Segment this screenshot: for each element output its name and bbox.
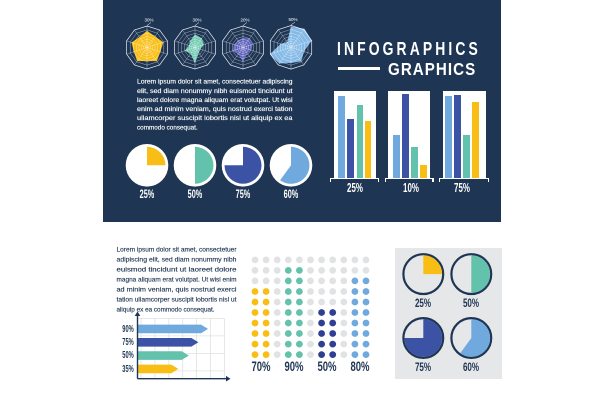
svg-text:adipiscing elit, sed diam nonu: adipiscing elit, sed diam nonummy nibh	[117, 256, 237, 263]
svg-text:20%: 20%	[240, 18, 249, 23]
svg-text:Lorem ipsum dolor sit amet, co: Lorem ipsum dolor sit amet, consectetuer	[117, 246, 237, 253]
svg-text:laoreet dolore magna aliquam e: laoreet dolore magna aliquam erat volutp…	[137, 97, 293, 104]
svg-text:commodo consequat.: commodo consequat.	[137, 124, 198, 131]
svg-text:Lorem ipsum dolor sit amet, co: Lorem ipsum dolor sit amet, consectetuer…	[137, 79, 293, 86]
svg-text:ullamcorper suscipit lobortis: ullamcorper suscipit lobortis nisl ut al…	[137, 115, 293, 122]
svg-text:euismod tincidunt ut laoreet d: euismod tincidunt ut laoreet dolore	[117, 266, 238, 273]
svg-text:50%: 50%	[288, 17, 297, 22]
svg-text:ad minim veniam, quis nostrud: ad minim veniam, quis nostrud exerci	[117, 286, 237, 293]
svg-text:magna aliquam erat volutpat. U: magna aliquam erat volutpat. Ut wisi eni…	[117, 276, 237, 283]
svg-text:30%: 30%	[144, 18, 153, 23]
svg-text:elit, sed diam nonummy nibh eu: elit, sed diam nonummy nibh euismod tinc…	[137, 88, 293, 95]
svg-text:30%: 30%	[192, 18, 201, 23]
svg-text:enim ad minim veniam, quis nos: enim ad minim veniam, quis nostrud exerc…	[137, 106, 293, 113]
svg-text:tation ullamcorper suscipit lo: tation ullamcorper suscipit lobortis nis…	[117, 296, 237, 303]
svg-text:aliquip ex ea commodo consequa: aliquip ex ea commodo consequat.	[117, 306, 215, 313]
